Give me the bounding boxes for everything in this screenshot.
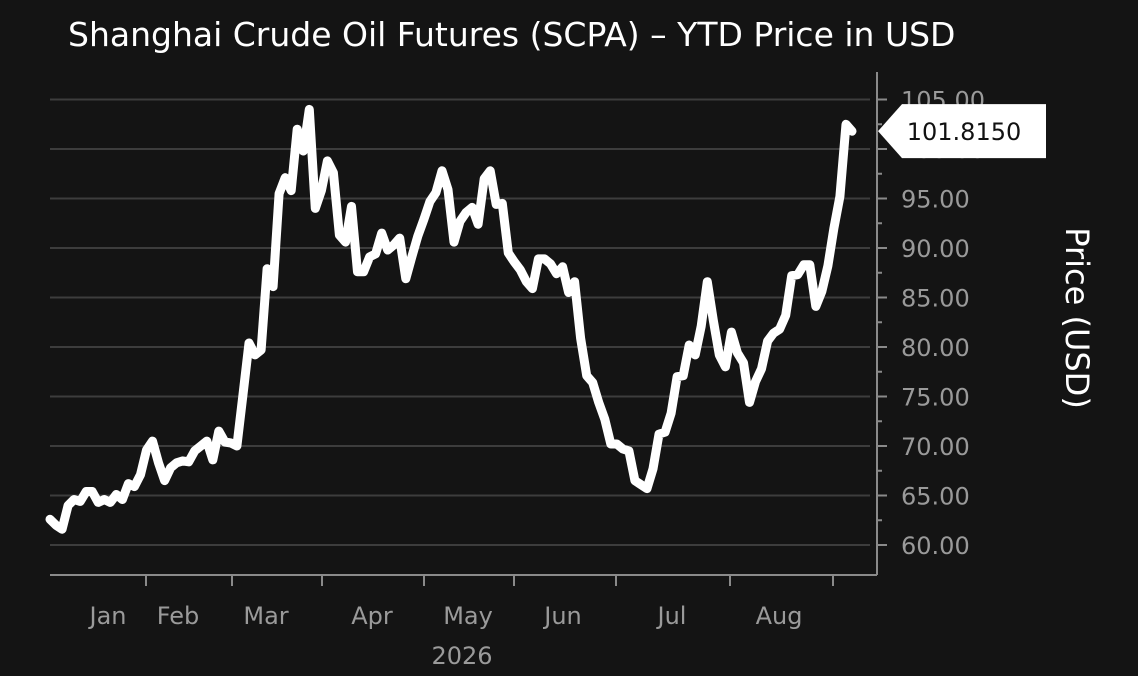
y-tick-label: 75.00 <box>901 384 970 412</box>
x-tick-label: Jun <box>542 602 582 630</box>
y-tick-label: 65.00 <box>901 483 970 511</box>
y-axis-title: Price (USD) <box>1058 227 1096 409</box>
last-price-label: 101.8150 <box>907 118 1022 146</box>
y-tick-label: 60.00 <box>901 532 970 560</box>
x-tick-label: Feb <box>157 602 200 630</box>
x-tick-label: Aug <box>756 602 803 630</box>
y-tick-labels: 60.00 65.00 70.00 75.00 80.00 85.00 90.00 95.00… <box>877 87 985 560</box>
x-tick-label: Mar <box>243 602 288 630</box>
last-price-callout: 101.8150 <box>878 104 1046 159</box>
x-tick-label: Jul <box>656 602 687 630</box>
x-tick-labels: Jan Feb Mar Apr May Jun Jul Aug <box>88 575 834 630</box>
axes <box>50 72 878 576</box>
price-series-line <box>45 104 857 534</box>
gridlines <box>50 98 870 546</box>
y-tick-label: 85.00 <box>901 285 970 313</box>
x-tick-label: Jan <box>88 602 127 630</box>
y-tick-label: 90.00 <box>901 235 970 263</box>
chart-title: Shanghai Crude Oil Futures (SCPA) – YTD … <box>68 15 955 54</box>
y-tick-label: 80.00 <box>901 334 970 362</box>
x-axis-year-label: 2026 <box>431 642 492 670</box>
y-tick-label: 70.00 <box>901 433 970 461</box>
x-tick-label: May <box>443 602 493 630</box>
last-price-box <box>878 104 1046 159</box>
y-tick-label: 95.00 <box>901 186 970 214</box>
x-tick-label: Apr <box>351 602 393 630</box>
